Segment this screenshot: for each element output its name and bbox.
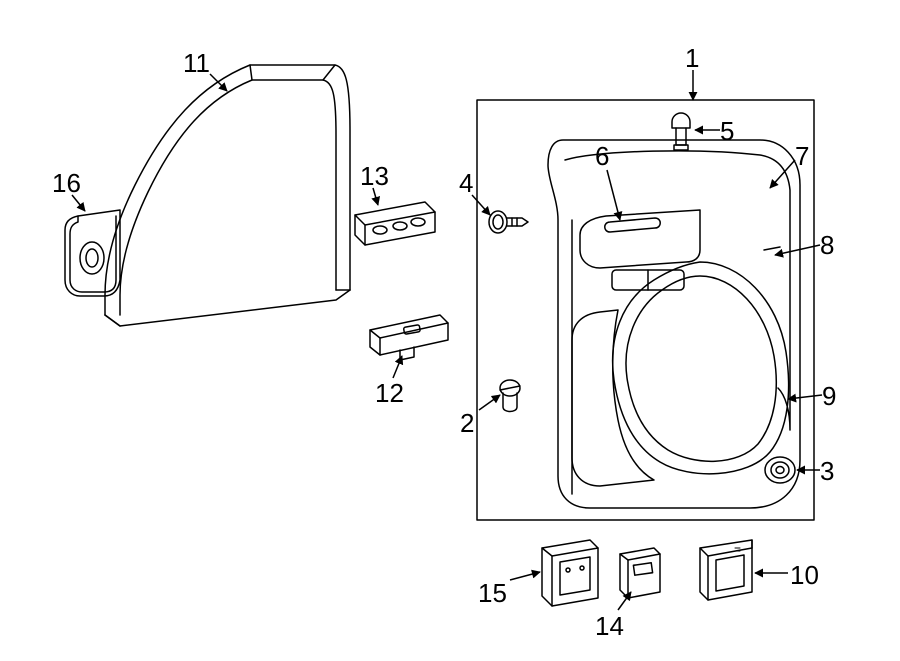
callout-16: 16 (52, 170, 81, 196)
leader-2 (479, 395, 500, 410)
leader-15 (510, 572, 540, 580)
part-16-corner-cover (65, 210, 120, 296)
part-door-trim-panel (548, 140, 800, 508)
callout-15: 15 (478, 580, 507, 606)
callout-7: 7 (795, 143, 809, 169)
callout-12: 12 (375, 380, 404, 406)
leader-7 (770, 160, 795, 188)
callout-2: 2 (460, 410, 474, 436)
part-12-window-switch-single (370, 315, 448, 360)
part-11-weatherstrip (105, 65, 350, 326)
leader-11 (210, 74, 227, 91)
part-13-window-switch (355, 202, 435, 245)
line-art (0, 0, 900, 661)
callout-9: 9 (822, 383, 836, 409)
leader-9 (788, 395, 822, 399)
part-4-screw (489, 211, 528, 233)
callout-1: 1 (685, 45, 699, 71)
callout-11: 11 (183, 50, 210, 76)
callout-8: 8 (820, 232, 834, 258)
callout-14: 14 (595, 613, 624, 639)
leader-4 (472, 195, 490, 215)
part-15-module (542, 540, 598, 606)
leader-12 (393, 356, 402, 378)
callout-4: 4 (459, 170, 473, 196)
callout-3: 3 (820, 458, 834, 484)
leader-6 (607, 170, 620, 220)
part-14-module (620, 548, 660, 598)
callout-5: 5 (720, 118, 734, 144)
part-5-lock-knob (672, 113, 690, 150)
part-10-receptacle (700, 540, 752, 600)
callout-13: 13 (360, 163, 389, 189)
parts-diagram: { "diagram": { "type": "exploded-parts-d… (0, 0, 900, 661)
part-2-clip (500, 380, 520, 412)
part-3-plug (765, 457, 795, 483)
callout-10: 10 (790, 562, 819, 588)
callout-6: 6 (595, 143, 609, 169)
